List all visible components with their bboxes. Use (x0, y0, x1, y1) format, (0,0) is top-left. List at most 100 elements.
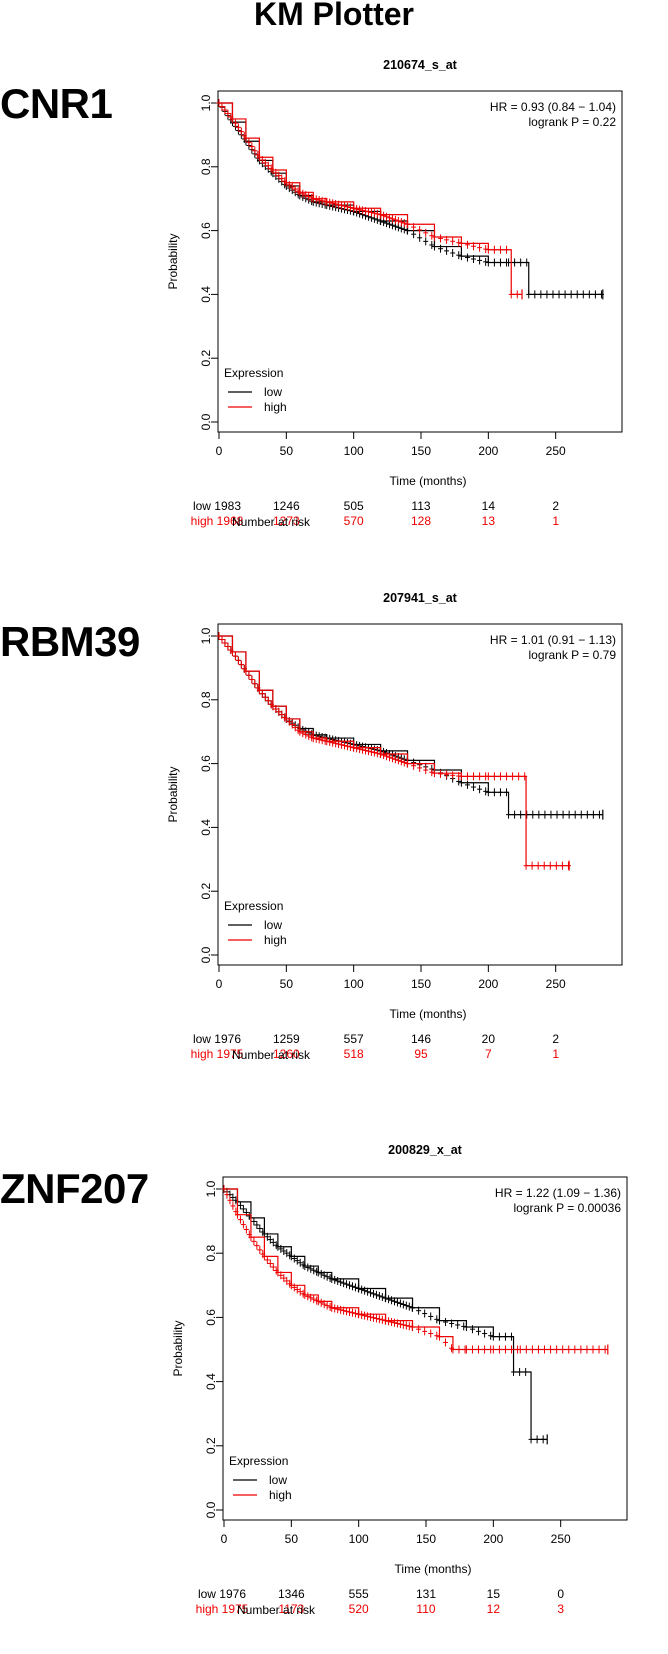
x-axis-label: Time (months) (395, 1562, 472, 1576)
risk-value-high: 1 (552, 514, 559, 528)
risk-value-high: 1260 (273, 1047, 300, 1061)
x-tick-label: 150 (411, 444, 431, 458)
gene-label-rbm39: RBM39 (0, 618, 140, 665)
risk-value-high: 570 (344, 514, 364, 528)
y-tick-label: 0.4 (199, 286, 213, 303)
risk-header-3: Number at risk (237, 1603, 316, 1617)
logrank-p-text: logrank P = 0.79 (528, 648, 616, 662)
risk-value-high: 1273 (273, 514, 300, 528)
km-curve-high (224, 1188, 608, 1351)
y-tick-label: 0.8 (199, 691, 213, 708)
km-curve-low (224, 1188, 548, 1440)
hr-text: HR = 1.01 (0.91 − 1.13) (490, 633, 616, 647)
y-tick-label: 0.8 (199, 158, 213, 175)
y-tick-label: 1.0 (199, 94, 213, 111)
x-tick-label: 200 (483, 1532, 503, 1546)
gene-label-cnr1: CNR1 (0, 80, 113, 127)
x-axis-label: Time (months) (390, 1007, 467, 1021)
y-tick-label: 0.6 (199, 755, 213, 772)
risk-value-low: 1259 (273, 1032, 300, 1046)
legend-title: Expression (224, 366, 283, 380)
y-tick-label: 1.0 (204, 1180, 218, 1197)
legend-label-low: low (264, 918, 282, 932)
risk-value-low: low 1976 (193, 1032, 241, 1046)
censor-marks-high (216, 632, 571, 871)
x-tick-label: 250 (546, 444, 566, 458)
risk-value-low: 131 (416, 1587, 436, 1601)
logrank-p-text: logrank P = 0.00036 (513, 1201, 621, 1215)
y-tick-label: 0.4 (199, 819, 213, 836)
y-axis-label: Probability (166, 233, 180, 289)
x-axis-label: Time (months) (390, 474, 467, 488)
plot-frame (222, 1176, 628, 1521)
y-tick-label: 0.6 (204, 1309, 218, 1326)
risk-value-low: low 1983 (193, 499, 241, 513)
x-tick-label: 0 (216, 977, 223, 991)
risk-value-high: 7 (485, 1047, 492, 1061)
plot-title-1: 210674_s_at (383, 58, 457, 72)
risk-value-low: 555 (349, 1587, 369, 1601)
risk-value-low: 1246 (273, 499, 300, 513)
risk-value-low: 20 (482, 1032, 496, 1046)
risk-value-high: 1 (552, 1047, 559, 1061)
plot-frame (217, 623, 623, 966)
km-plot-2: 0 50 100 150 200 250 0.0 0.2 0.4 0.6 0.8 1.0 Time (m… (166, 623, 623, 1061)
risk-value-high: high 1975 (196, 1602, 249, 1616)
risk-header-1: Number at risk (232, 515, 311, 529)
x-tick-label: 200 (478, 444, 498, 458)
legend-title: Expression (229, 1454, 288, 1468)
y-tick-label: 0.2 (204, 1437, 218, 1454)
page-title: KM Plotter (254, 0, 414, 32)
risk-value-low: 113 (411, 499, 430, 513)
risk-value-low: 15 (487, 1587, 501, 1601)
risk-value-low: 2 (552, 1032, 559, 1046)
x-tick-label: 0 (221, 1532, 228, 1546)
x-tick-label: 100 (344, 977, 364, 991)
hr-text: HR = 0.93 (0.84 − 1.04) (490, 100, 616, 114)
risk-value-high: 95 (414, 1047, 428, 1061)
plot-title-2: 207941_s_at (383, 591, 457, 605)
plot-title-3: 200829_x_at (388, 1143, 462, 1157)
hr-text: HR = 1.22 (1.09 − 1.36) (495, 1186, 621, 1200)
x-tick-label: 50 (280, 444, 294, 458)
risk-value-low: low 1976 (198, 1587, 246, 1601)
y-tick-label: 0.8 (204, 1245, 218, 1262)
y-tick-label: 0.2 (199, 883, 213, 900)
legend-label-high: high (264, 933, 287, 947)
x-tick-label: 200 (478, 977, 498, 991)
legend-label-low: low (269, 1473, 287, 1487)
risk-value-high: 128 (411, 514, 431, 528)
risk-value-high: high 1975 (191, 1047, 244, 1061)
y-axis-label: Probability (166, 766, 180, 822)
censor-marks-high (221, 1185, 609, 1355)
y-tick-label: 0.0 (199, 946, 213, 963)
x-tick-label: 0 (216, 444, 223, 458)
legend-title: Expression (224, 899, 283, 913)
x-tick-label: 150 (411, 977, 431, 991)
x-tick-label: 150 (416, 1532, 436, 1546)
x-tick-label: 250 (551, 1532, 571, 1546)
risk-value-high: 110 (416, 1602, 435, 1616)
risk-value-high: high 1968 (191, 514, 244, 528)
risk-value-low: 2 (552, 499, 559, 513)
x-tick-label: 50 (285, 1532, 299, 1546)
risk-value-low: 0 (557, 1587, 564, 1601)
risk-value-high: 520 (349, 1602, 369, 1616)
risk-value-low: 14 (482, 499, 496, 513)
risk-value-low: 557 (344, 1032, 364, 1046)
risk-header-2: Number at risk (232, 1048, 311, 1062)
risk-value-high: 518 (344, 1047, 364, 1061)
plot-frame (217, 90, 623, 433)
km-plot-1: 0 50 100 150 200 250 0.0 0.2 0.4 0.6 0.8 1.0 Time (m… (166, 90, 623, 528)
risk-value-high: 1173 (278, 1602, 304, 1616)
y-tick-label: 0.2 (199, 350, 213, 367)
x-tick-label: 250 (546, 977, 566, 991)
y-tick-label: 0.6 (199, 222, 213, 239)
x-tick-label: 100 (344, 444, 364, 458)
gene-label-znf207: ZNF207 (0, 1165, 149, 1212)
risk-value-low: 146 (411, 1032, 431, 1046)
risk-value-low: 1346 (278, 1587, 305, 1601)
x-tick-label: 100 (349, 1532, 369, 1546)
legend-label-high: high (264, 400, 287, 414)
